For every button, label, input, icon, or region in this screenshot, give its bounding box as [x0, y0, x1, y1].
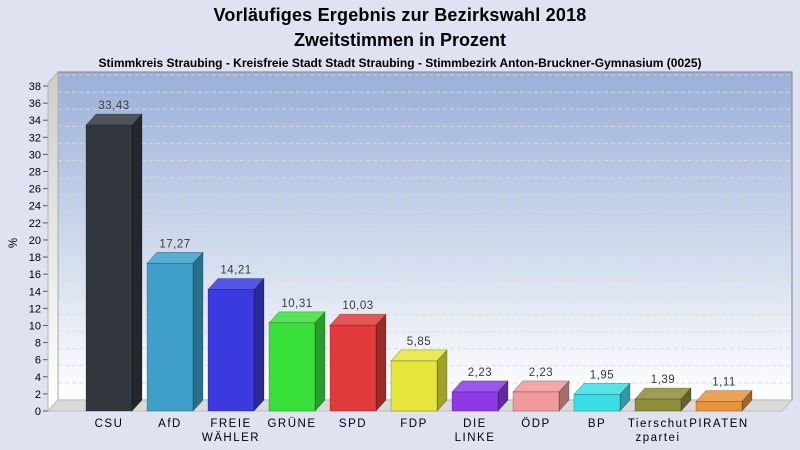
x-axis-label-DIE LINKE-line2: LINKE	[455, 432, 496, 444]
bar-top-AfD	[146, 251, 204, 264]
bar-SPD	[329, 324, 377, 412]
x-axis-label-Tierschutzpartei-line2: zpartei	[635, 432, 680, 444]
bar-side-GRÜNE	[314, 311, 326, 412]
bar-top-PIRATEN	[695, 390, 753, 402]
y-axis-tick-label: 28	[29, 167, 41, 179]
x-axis-label-AfD: AfD	[158, 418, 182, 430]
y-axis-tick-label: 8	[35, 338, 41, 350]
bar-value-label-GRÜNE: 10,31	[281, 298, 312, 310]
x-axis-label-FREIE WÄHLER: FREIE	[210, 418, 251, 430]
bar-DIE LINKE	[451, 391, 499, 412]
bar-top-DIE LINKE	[451, 380, 509, 393]
bar-side-SPD	[375, 313, 387, 412]
y-axis-tick-label: 36	[29, 98, 41, 110]
bar-side-FREIE WÄHLER	[253, 277, 265, 412]
bar-side-AfD	[192, 251, 204, 412]
bar-value-label-CSU: 33,43	[98, 100, 129, 112]
plot-left-wall	[47, 70, 59, 413]
bar-CSU	[85, 124, 133, 412]
bar-value-label-BP: 1,95	[590, 369, 614, 381]
y-axis-tick-label: 16	[29, 269, 41, 281]
bar-top-FDP	[390, 349, 448, 362]
bar-GRÜNE	[268, 322, 316, 412]
y-axis-tick-label: 4	[35, 372, 41, 384]
bar-value-label-FDP: 5,85	[407, 336, 431, 348]
bar-side-CSU	[131, 113, 143, 412]
x-axis-label-GRÜNE: GRÜNE	[267, 418, 316, 430]
x-axis-label-BP: BP	[588, 418, 606, 430]
x-axis-label-DIE LINKE: DIE	[463, 418, 487, 430]
x-axis-label-FREIE WÄHLER-line2: WÄHLER	[202, 432, 260, 444]
y-axis-tick-label: 26	[29, 184, 41, 196]
x-axis-label-FDP: FDP	[400, 418, 428, 430]
chart-caption: Stimmkreis Straubing - Kreisfreie Stadt …	[98, 56, 702, 70]
y-axis-tick-label: 6	[35, 355, 41, 367]
y-axis-tick-label: 24	[29, 201, 41, 213]
bar-value-label-DIE LINKE: 2,23	[468, 367, 492, 379]
bar-BP	[573, 394, 621, 412]
bar-top-Tierschutzpartei	[634, 387, 692, 400]
bar-top-CSU	[85, 113, 143, 126]
y-axis-tick-label: 18	[29, 252, 41, 264]
bar-FDP	[390, 360, 438, 412]
bar-top-BP	[573, 383, 631, 395]
bar-top-ÖDP	[512, 380, 570, 393]
y-axis-tick-label: 34	[29, 115, 41, 127]
bar-top-FREIE WÄHLER	[207, 278, 265, 290]
bar-value-label-PIRATEN: 1,11	[712, 377, 736, 389]
bar-value-label-Tierschutzpartei: 1,39	[651, 374, 675, 386]
y-axis-tick-label: 14	[29, 286, 41, 298]
bar-value-label-SPD: 10,03	[342, 300, 373, 312]
x-axis-label-PIRATEN: PIRATEN	[689, 418, 749, 430]
y-axis-tick-label: 12	[29, 303, 41, 315]
y-axis-tick-label: 20	[29, 235, 41, 247]
x-axis-label-Tierschutzpartei: Tierschut	[628, 418, 688, 430]
x-axis-label-CSU: CSU	[95, 418, 124, 430]
bar-FREIE WÄHLER	[207, 289, 255, 412]
x-axis-label-ÖDP: ÖDP	[521, 418, 550, 430]
y-axis-tick-label: 10	[29, 320, 41, 332]
y-axis-tick-label: 2	[35, 389, 41, 401]
bar-top-GRÜNE	[268, 311, 326, 324]
bar-AfD	[146, 262, 194, 412]
chart-title: Vorläufiges Ergebnis zur Bezirkswahl 201…	[213, 5, 587, 25]
x-axis-label-SPD: SPD	[339, 418, 367, 430]
y-axis-tick-label: 22	[29, 218, 41, 230]
bar-value-label-AfD: 17,27	[159, 238, 190, 250]
chart-subtitle: Zweitstimmen in Prozent	[293, 30, 507, 50]
y-axis-title: %	[8, 238, 20, 248]
bar-PIRATEN	[695, 401, 743, 412]
y-axis-tick-label: 32	[29, 132, 41, 144]
y-axis-tick-label: 0	[35, 406, 41, 418]
y-axis-tick-label: 30	[29, 149, 41, 161]
bar-ÖDP	[512, 391, 560, 412]
bar-value-label-ÖDP: 2,23	[529, 367, 553, 379]
bar-value-label-FREIE WÄHLER: 14,21	[220, 264, 251, 276]
bar-Tierschutzpartei	[634, 398, 682, 412]
y-axis-tick-label: 38	[29, 81, 41, 93]
bar-top-SPD	[329, 313, 387, 326]
